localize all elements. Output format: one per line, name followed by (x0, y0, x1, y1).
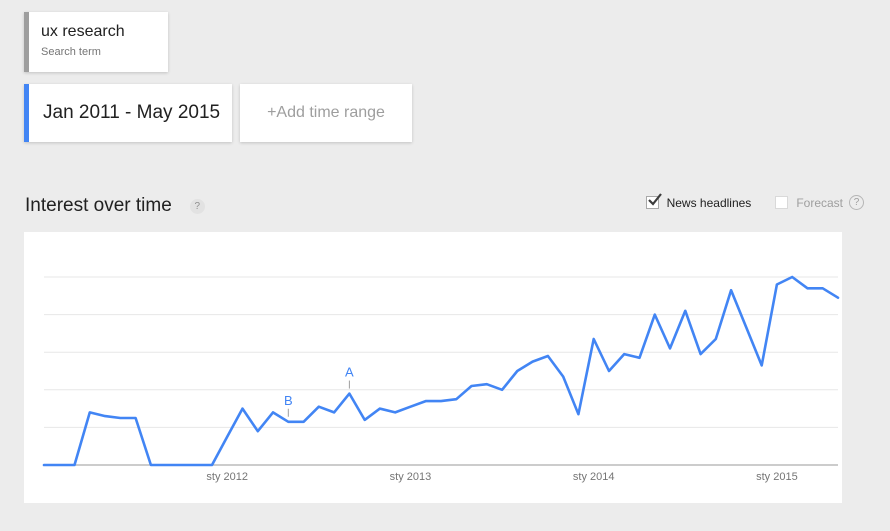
forecast-help-icon[interactable]: ? (849, 195, 864, 210)
check-icon (647, 193, 662, 206)
trend-line[interactable] (42, 275, 840, 467)
time-range-card[interactable]: Jan 2011 - May 2015 (24, 84, 232, 142)
search-term-title: ux research (41, 23, 125, 40)
trend-line-chart: sty 2012 sty 2013 sty 2014 sty 2015 A B (42, 275, 840, 483)
search-term-subtitle: Search term (41, 46, 101, 58)
forecast-label: Forecast (796, 195, 843, 210)
x-tick-label: sty 2015 (756, 471, 798, 483)
annotation-marker-A[interactable]: A (345, 365, 354, 380)
add-time-range-label: +Add time range (267, 104, 385, 121)
time-range-label: Jan 2011 - May 2015 (43, 102, 221, 123)
section-header: Interest over time ? (25, 195, 205, 217)
annotation-marker-B[interactable]: B (284, 393, 293, 408)
news-headlines-checkbox[interactable] (645, 193, 662, 209)
page-title: Interest over time (25, 195, 172, 216)
add-time-range-button[interactable]: +Add time range (240, 84, 412, 142)
news-headlines-label: News headlines (666, 195, 752, 210)
interest-over-time-chart[interactable]: sty 2012 sty 2013 sty 2014 sty 2015 A B (24, 232, 842, 503)
x-tick-label: sty 2014 (573, 471, 615, 483)
forecast-checkbox[interactable] (775, 196, 789, 209)
x-tick-label: sty 2012 (206, 471, 248, 483)
chart-controls: News headlines Forecast ? (645, 193, 864, 210)
search-term-card[interactable]: ux research Search term (24, 12, 168, 72)
x-tick-label: sty 2013 (390, 471, 432, 483)
help-icon[interactable]: ? (189, 198, 205, 214)
